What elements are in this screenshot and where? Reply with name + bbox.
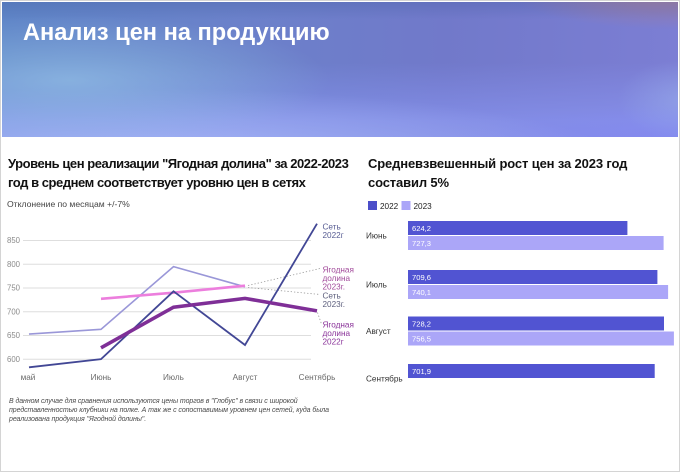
svg-text:2022г: 2022г [323, 231, 344, 240]
svg-text:Июль: Июль [163, 373, 184, 382]
svg-text:650: 650 [7, 331, 21, 340]
svg-text:600: 600 [7, 355, 21, 364]
svg-text:долина: долина [323, 329, 351, 338]
svg-text:700: 700 [7, 308, 21, 317]
svg-text:долина: долина [323, 274, 351, 283]
svg-text:740,1: 740,1 [412, 288, 431, 297]
svg-text:701,9: 701,9 [412, 367, 431, 376]
svg-text:Август: Август [233, 373, 258, 382]
svg-text:727,3: 727,3 [412, 239, 431, 248]
svg-text:2023: 2023 [414, 202, 433, 211]
svg-text:Сеть: Сеть [323, 223, 341, 232]
svg-text:709,6: 709,6 [412, 273, 431, 282]
svg-text:Сентябрь: Сентябрь [299, 373, 336, 382]
svg-text:728,2: 728,2 [412, 320, 431, 329]
svg-text:Июнь: Июнь [366, 232, 387, 241]
svg-text:624,2: 624,2 [412, 224, 431, 233]
svg-text:Ягодная: Ягодная [323, 321, 354, 330]
svg-text:Июль: Июль [366, 281, 387, 290]
svg-text:Июнь: Июнь [91, 373, 112, 382]
svg-text:май: май [21, 373, 36, 382]
svg-text:2023г.: 2023г. [323, 283, 345, 292]
svg-text:Август: Август [366, 327, 391, 336]
svg-text:800: 800 [7, 260, 21, 269]
svg-text:Ягодная: Ягодная [323, 266, 354, 275]
svg-text:Сеть: Сеть [323, 292, 341, 301]
svg-text:750: 750 [7, 284, 21, 293]
svg-text:2022г: 2022г [323, 338, 344, 347]
svg-text:2023г.: 2023г. [323, 300, 345, 309]
svg-text:Сентябрь: Сентябрь [366, 375, 403, 384]
svg-text:756,5: 756,5 [412, 335, 431, 344]
svg-text:850: 850 [7, 236, 21, 245]
svg-text:2022: 2022 [380, 202, 399, 211]
